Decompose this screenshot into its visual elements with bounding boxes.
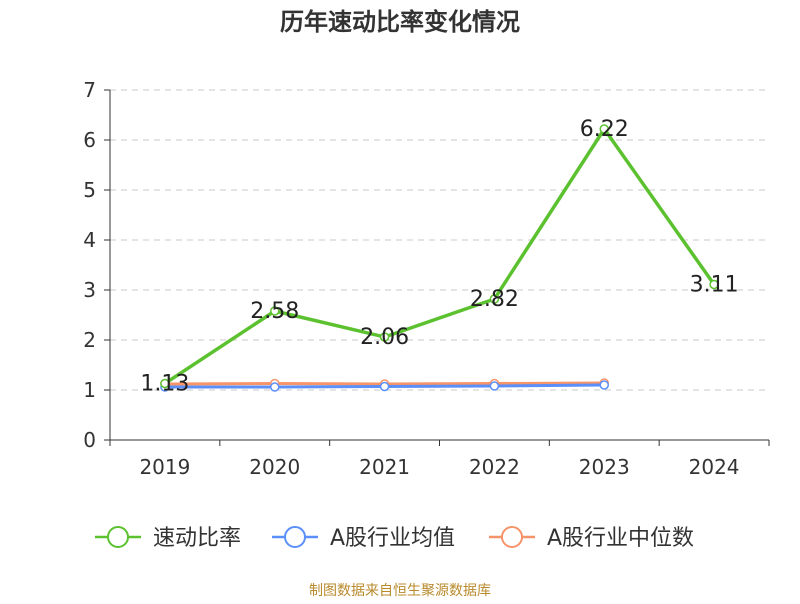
data-point xyxy=(599,380,609,390)
legend-swatch-marker xyxy=(107,526,129,548)
data-point xyxy=(489,294,500,304)
x-tick-label: 2019 xyxy=(139,455,190,479)
x-tick-label: 2024 xyxy=(689,455,740,479)
x-tick-label: 2020 xyxy=(249,455,300,479)
data-label: 2.58 xyxy=(250,299,299,324)
series-line xyxy=(163,127,716,386)
y-tick-label: 5 xyxy=(83,178,96,202)
y-tick-label: 4 xyxy=(83,228,96,252)
legend-swatch-marker xyxy=(284,526,306,548)
y-tick-label: 2 xyxy=(83,328,96,352)
y-tick-label: 1 xyxy=(83,378,96,402)
axes: 0 1 2 3 4 5 6 7 2019 2020 2021 2022 2023 2024 xyxy=(83,78,770,479)
legend-label: A股行业中位数 xyxy=(547,526,694,551)
x-tick-label: 2023 xyxy=(579,455,630,479)
data-labels: 1.13 2.58 2.06 2.82 6.22 3.11 xyxy=(140,117,738,397)
legend-label: A股行业均值 xyxy=(330,526,455,551)
data-point xyxy=(270,382,280,392)
data-point xyxy=(379,381,390,392)
legend-item: A股行业均值 xyxy=(272,526,455,551)
grid-lines xyxy=(110,89,769,391)
data-label: 2.82 xyxy=(470,287,519,312)
legend-swatch-marker xyxy=(501,526,523,548)
series-lines xyxy=(160,124,719,392)
y-tick-label: 7 xyxy=(83,78,96,102)
source-note: 制图数据来自恒生聚源数据库 xyxy=(309,583,491,599)
y-tick-label: 0 xyxy=(83,428,96,452)
y-tick-label: 6 xyxy=(83,128,96,152)
legend-item: 速动比率 xyxy=(95,526,241,551)
x-tick-label: 2022 xyxy=(469,455,520,479)
data-point xyxy=(489,381,500,391)
data-point xyxy=(379,332,390,342)
data-point xyxy=(709,279,719,290)
data-label: 3.11 xyxy=(690,273,739,298)
legend: 速动比率 A股行业均值 A股行业中位数 xyxy=(95,526,694,551)
data-label: 2.06 xyxy=(360,325,409,350)
data-point xyxy=(270,306,280,316)
data-label: 6.22 xyxy=(580,117,629,142)
x-tick-label: 2021 xyxy=(359,455,410,479)
data-point xyxy=(160,378,170,389)
data-point xyxy=(599,124,609,134)
legend-item: A股行业中位数 xyxy=(489,526,694,551)
chart-title: 历年速动比率变化情况 xyxy=(280,8,520,36)
legend-label: 速动比率 xyxy=(153,526,241,551)
y-tick-label: 3 xyxy=(83,278,96,302)
data-label: 1.13 xyxy=(140,372,189,397)
